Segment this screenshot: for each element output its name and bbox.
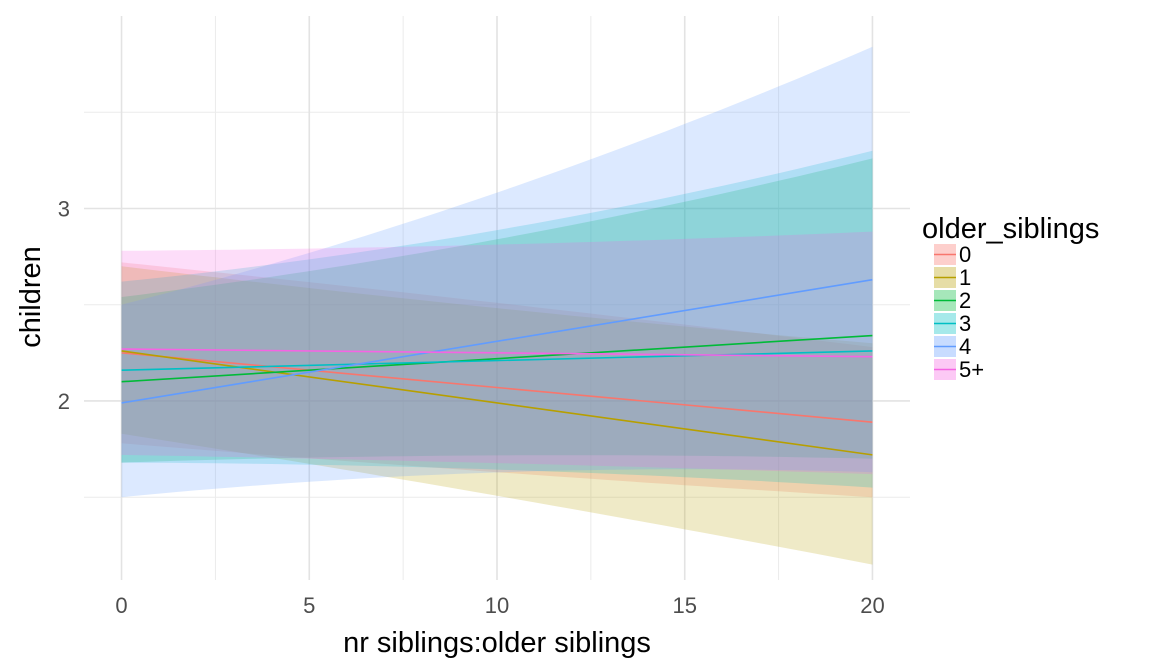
legend-label: 5+ (959, 357, 984, 382)
series-line-5plus (121, 348, 873, 358)
legend-item: 3 (934, 311, 971, 336)
y-tick-label: 2 (58, 389, 70, 414)
x-tick-label: 15 (672, 593, 696, 618)
series-line-1 (121, 350, 873, 456)
legend-label: 3 (959, 311, 971, 336)
ribbon-0 (121, 262, 873, 498)
legend-item: 2 (934, 288, 971, 313)
x-axis-ticks: 0 5 10 15 20 (115, 593, 884, 618)
ribbon-3 (121, 150, 873, 488)
legend-label: 4 (959, 334, 971, 359)
series-line-3 (121, 350, 873, 371)
series-line-4 (121, 278, 873, 404)
y-axis-ticks: 23 (58, 196, 70, 413)
series-line-0 (121, 352, 873, 423)
x-axis-title: nr siblings:older siblings (343, 627, 651, 659)
ribbon-4 (121, 46, 873, 498)
legend-label: 2 (959, 288, 971, 313)
series-line-2 (121, 334, 873, 383)
series-lines (121, 278, 873, 456)
confidence-ribbons (121, 46, 873, 565)
legend-item: 1 (934, 265, 971, 290)
x-tick-label: 20 (860, 593, 884, 618)
y-tick-label: 3 (58, 196, 70, 221)
y-axis-title: children (15, 246, 47, 348)
legend-item: 4 (934, 334, 971, 359)
legend-item: 5+ (934, 357, 984, 382)
legend-label: 1 (959, 265, 971, 290)
ribbon-2 (121, 158, 873, 463)
x-tick-label: 5 (303, 593, 315, 618)
legend-label: 0 (959, 242, 971, 267)
ribbon-1 (121, 266, 873, 565)
x-tick-label: 0 (115, 593, 127, 618)
x-tick-label: 10 (485, 593, 509, 618)
legend-title: older_siblings (922, 213, 1099, 245)
legend-item: 0 (934, 242, 971, 267)
grid (84, 16, 910, 580)
